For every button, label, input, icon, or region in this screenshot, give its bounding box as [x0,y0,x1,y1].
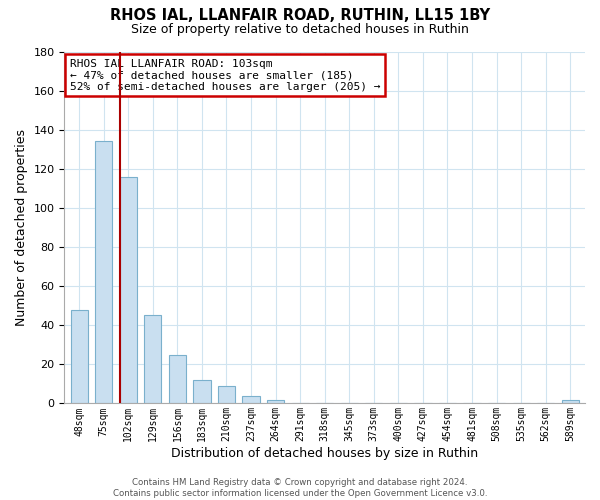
Bar [169,354,186,404]
Bar [218,386,235,404]
Bar [193,380,211,404]
Bar [119,176,137,404]
Text: Size of property relative to detached houses in Ruthin: Size of property relative to detached ho… [131,22,469,36]
Text: RHOS IAL LLANFAIR ROAD: 103sqm
← 47% of detached houses are smaller (185)
52% of: RHOS IAL LLANFAIR ROAD: 103sqm ← 47% of … [70,58,380,92]
Text: Contains HM Land Registry data © Crown copyright and database right 2024.
Contai: Contains HM Land Registry data © Crown c… [113,478,487,498]
Bar [267,400,284,404]
Bar [95,142,112,404]
Bar [242,396,260,404]
X-axis label: Distribution of detached houses by size in Ruthin: Distribution of detached houses by size … [171,447,478,460]
Bar [71,310,88,404]
Bar [562,400,579,404]
Bar [144,316,161,404]
Text: RHOS IAL, LLANFAIR ROAD, RUTHIN, LL15 1BY: RHOS IAL, LLANFAIR ROAD, RUTHIN, LL15 1B… [110,8,490,22]
Y-axis label: Number of detached properties: Number of detached properties [15,129,28,326]
